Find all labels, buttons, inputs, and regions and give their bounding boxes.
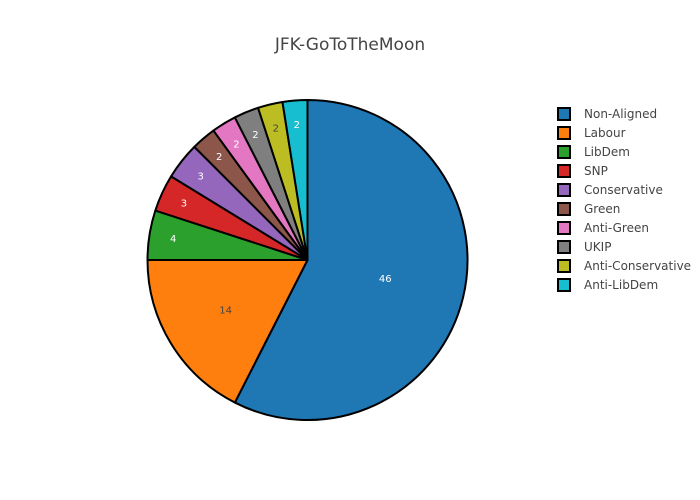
legend-swatch — [557, 259, 571, 273]
legend-item-anti-libdem[interactable]: Anti-LibDem — [557, 278, 658, 292]
slice-label-green: 2 — [216, 152, 222, 163]
legend-label: Labour — [584, 126, 626, 140]
legend-item-snp[interactable]: SNP — [557, 164, 608, 178]
legend-item-ukip[interactable]: UKIP — [557, 240, 611, 254]
legend: Non-Aligned Labour LibDem SNP Conservative Gr… — [557, 107, 691, 292]
slice-label-anti-conservative: 2 — [273, 123, 279, 134]
legend-label: LibDem — [584, 145, 630, 159]
legend-item-conservative[interactable]: Conservative — [557, 183, 663, 197]
legend-swatch — [557, 126, 571, 140]
legend-swatch — [557, 107, 571, 121]
legend-item-labour[interactable]: Labour — [557, 126, 626, 140]
slice-label-anti-green: 2 — [233, 140, 239, 151]
legend-label: Anti-LibDem — [584, 278, 658, 292]
legend-label: UKIP — [584, 240, 611, 254]
legend-label: Non-Aligned — [584, 107, 657, 121]
legend-item-libdem[interactable]: LibDem — [557, 145, 630, 159]
pie-slices — [146, 99, 469, 421]
slice-label-labour: 14 — [219, 306, 232, 317]
legend-swatch — [557, 202, 571, 216]
legend-item-anti-conservative[interactable]: Anti-Conservative — [557, 259, 691, 273]
slice-label-anti-libdem: 2 — [294, 120, 300, 131]
slice-label-non-aligned: 46 — [379, 274, 392, 285]
legend-swatch — [557, 183, 571, 197]
legend-item-non-aligned[interactable]: Non-Aligned — [557, 107, 657, 121]
slice-label-libdem: 4 — [170, 234, 176, 245]
legend-swatch — [557, 145, 571, 159]
legend-swatch — [557, 221, 571, 235]
legend-label: Green — [584, 202, 620, 216]
legend-swatch — [557, 240, 571, 254]
legend-swatch — [557, 164, 571, 178]
legend-item-anti-green[interactable]: Anti-Green — [557, 221, 649, 235]
slice-label-snp: 3 — [181, 199, 187, 210]
legend-label: SNP — [584, 164, 608, 178]
legend-item-green[interactable]: Green — [557, 202, 620, 216]
pie-slice-non-aligned[interactable] — [233, 99, 469, 421]
legend-label: Conservative — [584, 183, 663, 197]
slice-label-ukip: 2 — [252, 130, 258, 141]
pie-slice-anti-libdem[interactable] — [281, 99, 309, 261]
legend-swatch — [557, 278, 571, 292]
legend-label: Anti-Green — [584, 221, 649, 235]
legend-label: Anti-Conservative — [584, 259, 691, 273]
pie-slice-labour[interactable] — [146, 259, 309, 404]
chart-title: JFK-GoToTheMoon — [274, 35, 425, 55]
slice-label-conservative: 3 — [198, 171, 204, 182]
